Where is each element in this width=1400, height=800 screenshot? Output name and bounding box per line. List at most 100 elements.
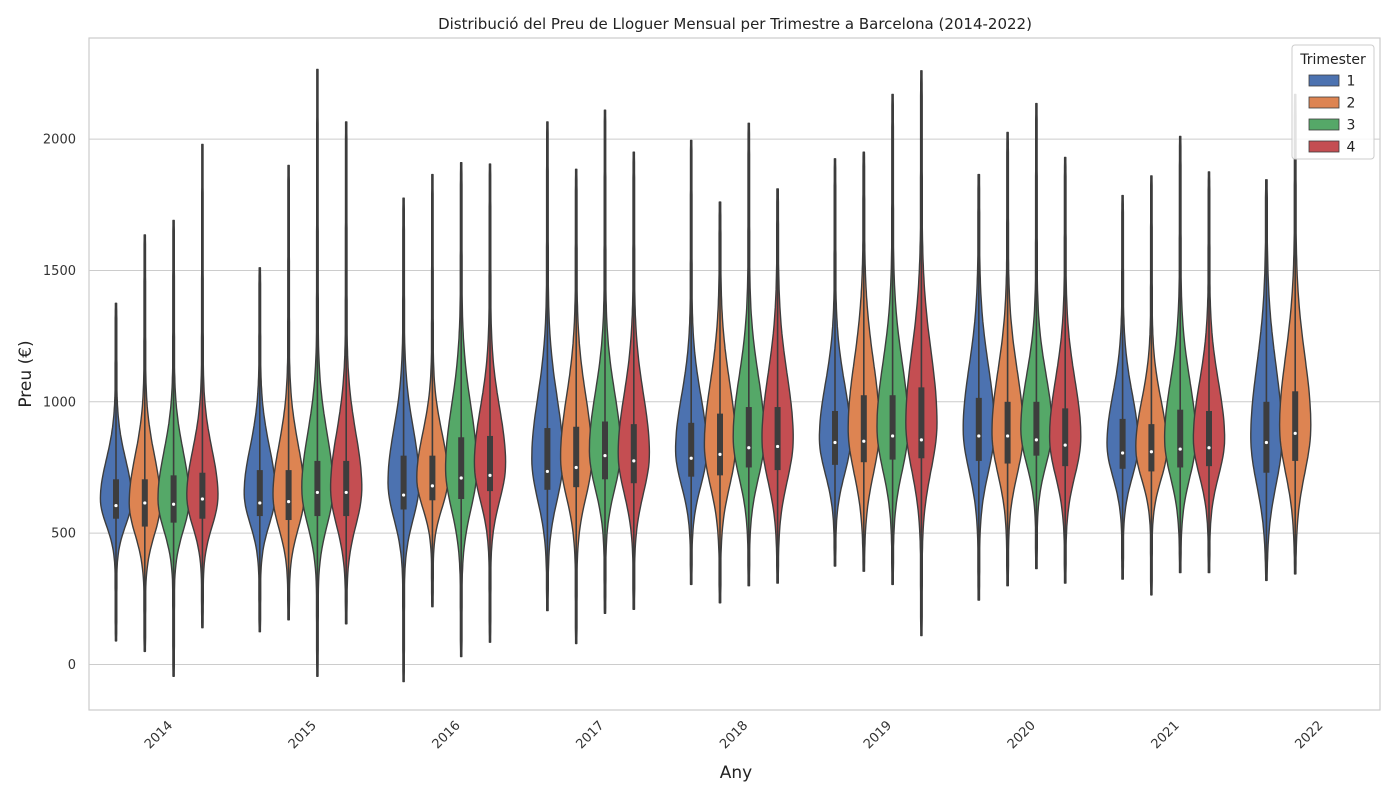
violin-trimester-1-2017 <box>531 121 564 612</box>
violin-median-dot <box>344 490 348 495</box>
violin-trimester-1-2019 <box>818 158 852 567</box>
violin-median-dot <box>1178 447 1182 451</box>
violin-median-dot <box>1006 434 1010 438</box>
violin-median-dot <box>862 439 866 443</box>
violin-iqr-box <box>1033 401 1040 456</box>
violin-iqr-box <box>630 424 637 484</box>
violin-trimester-2-2022 <box>1278 93 1312 575</box>
violin-median-dot <box>689 456 693 460</box>
violin-median-dot <box>747 446 751 450</box>
violin-iqr-box <box>918 387 925 459</box>
violin-trimester-2-2017 <box>559 168 593 645</box>
violin-iqr-box <box>602 421 608 480</box>
violin-median-dot <box>603 454 607 458</box>
violin-iqr-box <box>314 460 321 517</box>
violin-trimester-4-2021 <box>1192 171 1226 574</box>
violin-median-dot <box>545 469 550 474</box>
legend-swatch-4 <box>1308 140 1340 153</box>
y-tick-label: 1500 <box>43 264 76 279</box>
y-tick-label: 500 <box>51 527 76 542</box>
x-tick-label: 2017 <box>573 718 607 752</box>
violin-trimester-1-2022 <box>1250 179 1283 582</box>
violin-iqr-box <box>400 455 407 510</box>
violin-trimester-3-2015 <box>301 68 334 677</box>
violin-iqr-box <box>170 475 177 523</box>
violin-iqr-box <box>1062 408 1069 467</box>
violin-median-dot <box>891 434 895 438</box>
violin-median-dot <box>1063 443 1067 447</box>
x-tick-label: 2022 <box>1292 718 1326 752</box>
y-gridlines <box>89 138 1380 665</box>
legend-swatch-2 <box>1308 96 1340 109</box>
violin-iqr-box <box>1177 409 1184 468</box>
violin-median-dot <box>1149 450 1153 454</box>
violin-median-dot <box>287 500 291 504</box>
violin-iqr-box <box>285 470 292 521</box>
violin-iqr-box <box>458 437 465 499</box>
violin-median-dot <box>1034 438 1038 442</box>
violin-trimester-1-2014 <box>99 302 133 642</box>
violin-iqr-box <box>688 422 695 477</box>
violin-iqr-box <box>429 455 436 501</box>
legend-label-4: 4 <box>1347 140 1356 156</box>
violin-trimester-4-2017 <box>617 151 651 610</box>
violin-iqr-box <box>832 410 838 465</box>
violin-median-dot <box>632 459 636 463</box>
violin-iqr-box <box>717 413 723 476</box>
violin-median-dot <box>1264 440 1268 445</box>
violin-median-dot <box>402 493 406 497</box>
violin-trimester-4-2016 <box>473 163 507 643</box>
violin-trimester-4-2015 <box>329 121 363 625</box>
x-tick-label: 2020 <box>1005 718 1039 752</box>
x-tick-label: 2019 <box>861 718 895 752</box>
violin-iqr-box <box>1004 401 1011 464</box>
violin-trimester-3-2014 <box>157 219 190 677</box>
violin-iqr-box <box>343 460 350 517</box>
x-tick-label: 2021 <box>1149 718 1183 752</box>
violin-trimester-1-2021 <box>1106 194 1139 580</box>
violin-trimester-3-2016 <box>444 162 478 658</box>
violin-trimester-2-2015 <box>272 164 305 621</box>
violin-iqr-box <box>1206 410 1212 467</box>
x-tick-label: 2018 <box>717 718 751 752</box>
violin-trimester-2-2018 <box>703 201 737 604</box>
violin-iqr-box <box>1148 424 1155 472</box>
legend-items: 1 2 3 4 <box>1308 74 1356 156</box>
violin-trimester-3-2021 <box>1163 135 1197 574</box>
violin-median-dot <box>172 502 176 506</box>
legend-label-1: 1 <box>1347 74 1356 90</box>
legend-title: Trimester <box>1299 52 1366 68</box>
legend-label-2: 2 <box>1347 96 1356 112</box>
violin-iqr-box <box>1119 418 1126 469</box>
violin-iqr-box <box>199 472 206 519</box>
violin-median-dot <box>919 438 924 442</box>
violin-median-dot <box>200 497 204 501</box>
violin-trimester-4-2018 <box>761 188 794 584</box>
violin-trimester-2-2016 <box>416 173 449 608</box>
violin-median-dot <box>488 473 492 477</box>
x-axis-label: Any <box>720 763 752 783</box>
violin-trimester-3-2018 <box>732 122 766 587</box>
violin-trimester-2-2014 <box>128 234 162 653</box>
legend-swatch-1 <box>1308 74 1340 87</box>
violin-trimester-1-2018 <box>674 139 708 586</box>
violin-median-dot <box>1293 431 1297 435</box>
violin-iqr-box <box>573 426 580 488</box>
violin-median-dot <box>977 434 981 438</box>
violin-trimester-4-2020 <box>1048 156 1082 584</box>
x-axis-ticks: 2014 2015 2016 2017 2018 2019 2020 2021 2022 <box>142 718 1326 752</box>
violin-iqr-box <box>889 395 896 460</box>
violin-median-dot <box>315 490 319 495</box>
violin-iqr-box <box>745 407 752 468</box>
legend: Trimester 1 2 3 4 <box>1291 44 1375 160</box>
violin-median-dot <box>833 440 837 445</box>
violin-median-dot <box>114 503 118 508</box>
x-tick-label: 2014 <box>142 718 176 752</box>
violin-iqr-box <box>975 397 982 461</box>
x-tick-label: 2016 <box>430 718 464 752</box>
legend-label-3: 3 <box>1347 118 1356 134</box>
violin-trimester-1-2020 <box>962 173 996 601</box>
violin-iqr-box <box>487 435 493 492</box>
violin-trimester-4-2014 <box>186 143 219 629</box>
